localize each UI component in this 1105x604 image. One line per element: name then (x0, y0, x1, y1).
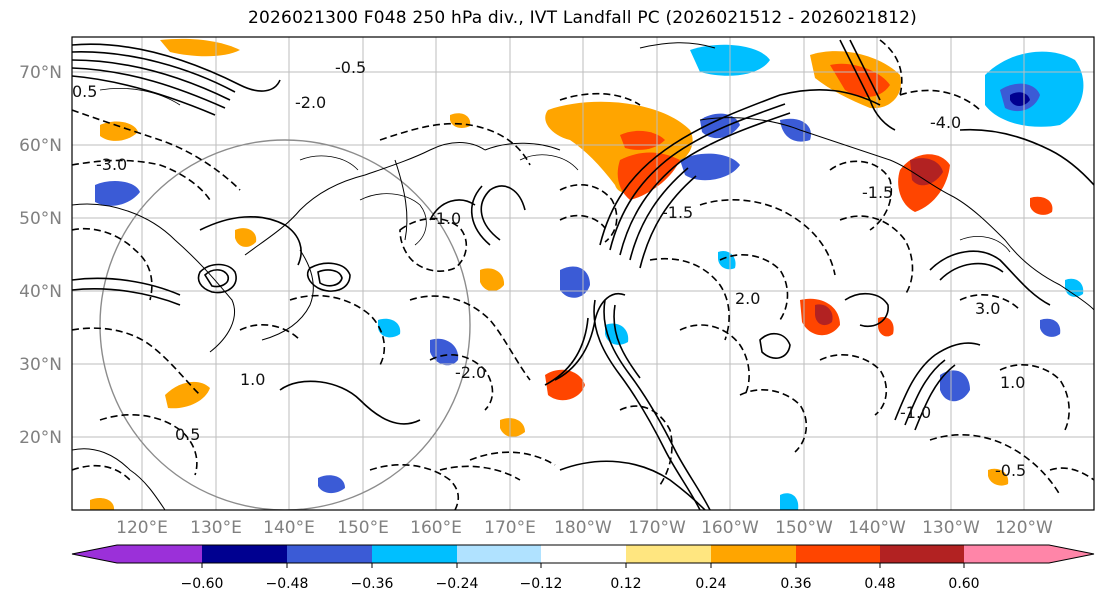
lat-tick-label: 70°N (19, 63, 62, 83)
colorbar-segment (711, 545, 796, 563)
lon-tick-label: 120°E (116, 518, 168, 538)
colorbar-segment (880, 545, 964, 563)
colorbar-outline (71, 544, 1095, 564)
lon-tick-label: 180°W (554, 518, 612, 538)
colorbar-tick-label: 0.60 (948, 576, 979, 592)
lon-tick-label: 150°E (337, 518, 389, 538)
contour-label: 0.5 (175, 425, 200, 444)
colorbar-segment (202, 545, 287, 563)
contour-label: 0.5 (72, 82, 97, 101)
colorbar-tick-label: 0.36 (780, 576, 811, 592)
colorbar-tick-label: −0.12 (520, 576, 563, 592)
colorbar-segment (117, 545, 202, 563)
colorbar: −0.60 −0.48 −0.36 −0.24 −0.12 0.12 0.24 … (71, 544, 1095, 592)
lon-tick-label: 170°E (484, 518, 536, 538)
latitude-labels: 70°N 60°N 50°N 40°N 30°N 20°N (19, 63, 62, 448)
contour-label: -0.5 (995, 461, 1026, 480)
lon-tick-label: 140°W (848, 518, 906, 538)
lon-tick-label: 130°E (190, 518, 242, 538)
colorbar-extend-low (72, 545, 117, 563)
contour-lines-negative (72, 39, 1094, 510)
colorbar-segment (457, 545, 541, 563)
colorbar-segment (964, 545, 1049, 563)
lat-tick-label: 60°N (19, 136, 62, 156)
colorbar-tick-label: −0.48 (266, 576, 309, 592)
contour-label: 1.0 (240, 370, 265, 389)
contour-label: -3.0 (96, 155, 127, 174)
lat-tick-label: 40°N (19, 282, 62, 302)
lon-tick-label: 150°W (775, 518, 833, 538)
contour-label: -1.0 (900, 403, 931, 422)
colorbar-tick-label: 0.24 (695, 576, 726, 592)
map-frame (71, 36, 1095, 511)
range-circle (99, 139, 471, 510)
lon-tick-label: 170°W (628, 518, 686, 538)
lat-tick-label: 30°N (19, 355, 62, 375)
colorbar-segment (796, 545, 880, 563)
contour-label: -0.5 (335, 58, 366, 77)
lon-tick-label: 160°E (410, 518, 462, 538)
colorbar-tick-label: −0.24 (436, 576, 479, 592)
lat-tick-label: 50°N (19, 209, 62, 229)
contour-lines-thin (99, 87, 1011, 253)
contour-label: 3.0 (975, 299, 1000, 318)
contour-lines (72, 39, 1094, 510)
graticule (72, 37, 1094, 510)
colorbar-tick-label: −0.36 (351, 576, 394, 592)
lon-tick-label: 130°W (922, 518, 980, 538)
colorbar-segment (626, 545, 711, 563)
colorbar-tick-label: −0.60 (181, 576, 224, 592)
lat-tick-label: 20°N (19, 428, 62, 448)
colorbar-segment (287, 545, 372, 563)
colorbar-segment (372, 545, 457, 563)
contour-label: -2.0 (295, 93, 326, 112)
longitude-labels: 120°E 130°E 140°E 150°E 160°E 170°E 180°… (116, 518, 1053, 538)
contour-label: -1.5 (662, 203, 693, 222)
colorbar-ticks (201, 563, 965, 568)
map-plot-area: -0.5 0.5 -1.0 1.0 -1.5 -2.0 2.0 3.0 -3.0… (72, 37, 1094, 510)
contour-labels: -0.5 0.5 -1.0 1.0 -1.5 -2.0 2.0 3.0 -3.0… (72, 58, 1026, 480)
contour-label: -1.0 (430, 209, 461, 228)
lon-tick-label: 160°W (701, 518, 759, 538)
contour-label: 2.0 (735, 289, 760, 308)
lon-tick-label: 120°W (995, 518, 1053, 538)
colorbar-segment (541, 545, 626, 563)
colorbar-extend-high (1049, 545, 1094, 563)
contour-label: -4.0 (930, 113, 961, 132)
contour-label: -2.0 (455, 363, 486, 382)
map-title: 2026021300 F048 250 hPa div., IVT Landfa… (248, 8, 917, 28)
contour-label: -1.5 (862, 183, 893, 202)
colorbar-tick-label: 0.12 (610, 576, 641, 592)
contour-label: 1.0 (1000, 373, 1025, 392)
colorbar-tick-label: 0.48 (864, 576, 895, 592)
lon-tick-label: 140°E (263, 518, 315, 538)
